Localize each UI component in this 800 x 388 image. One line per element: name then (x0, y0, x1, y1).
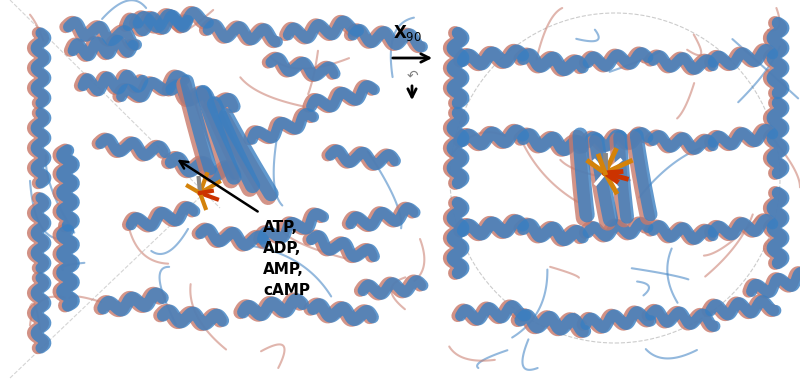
Text: ↶: ↶ (406, 69, 418, 83)
Text: $\mathbf{X}_{90}$: $\mathbf{X}_{90}$ (393, 23, 422, 43)
Text: ATP,
ADP,
AMP,
cAMP: ATP, ADP, AMP, cAMP (263, 220, 310, 298)
